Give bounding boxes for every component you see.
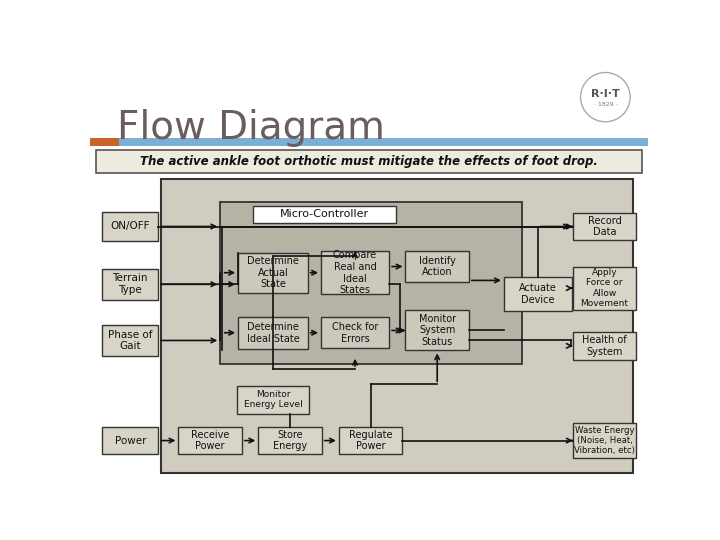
Text: Determine
Actual
State: Determine Actual State (247, 256, 299, 289)
Text: Receive
Power: Receive Power (191, 430, 229, 451)
Text: Regulate
Power: Regulate Power (348, 430, 392, 451)
Text: Monitor
Energy Level: Monitor Energy Level (243, 390, 302, 409)
Bar (238, 386, 309, 414)
Text: ON/OFF: ON/OFF (111, 221, 150, 232)
Bar (102, 428, 158, 454)
Bar (102, 325, 158, 356)
Text: Record
Data: Record Data (588, 215, 621, 237)
Text: Check for
Errors: Check for Errors (332, 322, 378, 343)
Bar (573, 423, 636, 458)
Bar (405, 310, 469, 350)
Bar (161, 179, 632, 473)
Bar (90, 138, 120, 146)
Text: Micro-Controller: Micro-Controller (279, 209, 369, 219)
Text: Power: Power (114, 436, 146, 446)
Bar (258, 428, 322, 454)
Bar (573, 213, 636, 240)
Bar (573, 267, 636, 309)
Text: · 1829 ·: · 1829 · (593, 103, 617, 107)
Bar (339, 428, 402, 454)
Text: The active ankle foot orthotic must mitigate the effects of foot drop.: The active ankle foot orthotic must miti… (140, 154, 598, 167)
Text: Flow Diagram: Flow Diagram (117, 110, 385, 147)
Text: Determine
Ideal State: Determine Ideal State (246, 322, 300, 343)
Text: Phase of
Gait: Phase of Gait (108, 329, 153, 351)
Bar (220, 202, 523, 363)
Bar (96, 150, 642, 173)
Text: Apply
Force or
Allow
Movement: Apply Force or Allow Movement (580, 268, 629, 308)
Bar (179, 428, 242, 454)
Text: Waste Energy
(Noise, Heat,
Vibration, etc): Waste Energy (Noise, Heat, Vibration, et… (574, 426, 635, 455)
Text: Health of
System: Health of System (582, 335, 627, 356)
Bar (102, 212, 158, 241)
Bar (102, 269, 158, 300)
Text: R·I·T: R·I·T (591, 89, 620, 99)
Text: Store
Energy: Store Energy (273, 430, 307, 451)
Bar (573, 332, 636, 360)
Bar (321, 318, 389, 348)
Bar (504, 278, 572, 311)
Bar (120, 138, 648, 146)
Bar (321, 251, 389, 294)
Text: Monitor
System
Status: Monitor System Status (418, 314, 456, 347)
Text: Terrain
Type: Terrain Type (112, 273, 148, 295)
Bar (238, 316, 307, 349)
Bar (238, 253, 307, 293)
Text: Actuate
Device: Actuate Device (519, 284, 557, 305)
Text: Compare
Real and
Ideal
States: Compare Real and Ideal States (333, 251, 377, 295)
Text: Identify
Action: Identify Action (419, 256, 456, 278)
Bar (405, 251, 469, 282)
Bar (253, 206, 396, 222)
